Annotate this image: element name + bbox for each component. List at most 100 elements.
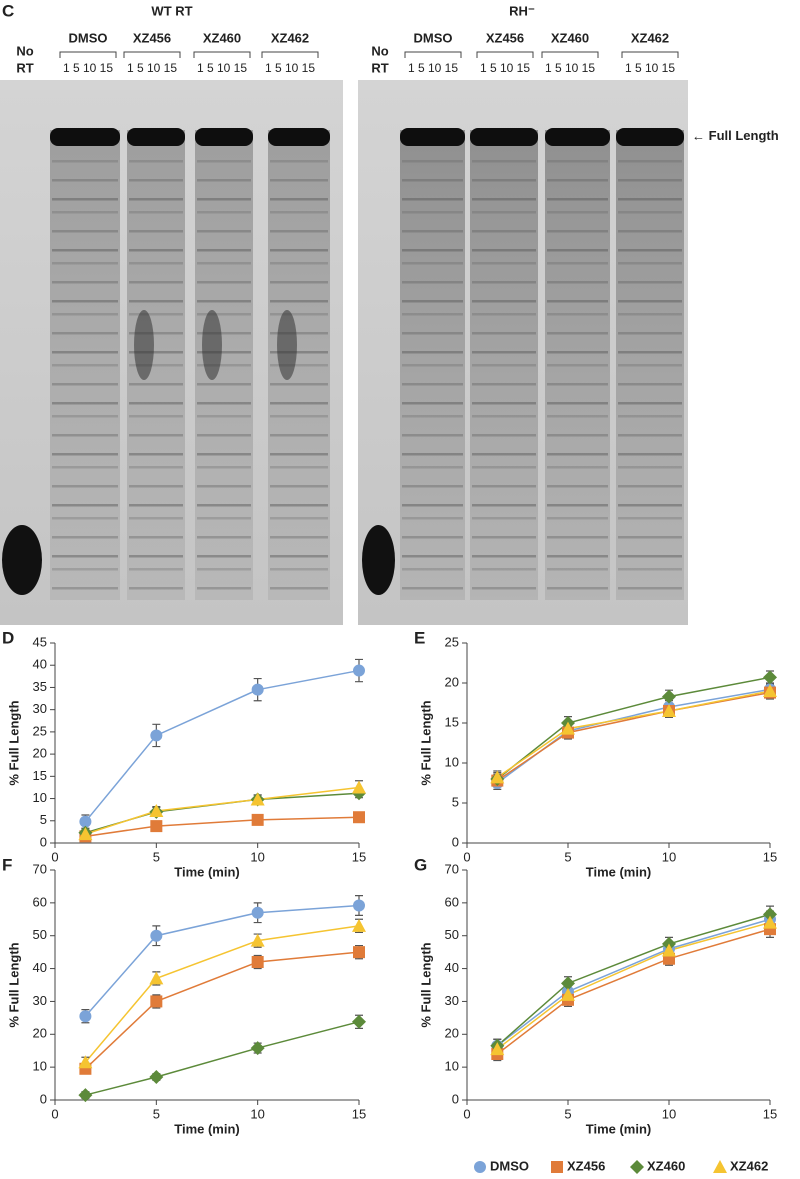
band xyxy=(618,300,682,303)
band xyxy=(129,364,183,367)
lane-smear xyxy=(616,130,684,600)
lane-labels: 1 5 10 15 xyxy=(265,61,315,75)
no-rt-band xyxy=(2,525,42,595)
legend-marker xyxy=(551,1161,563,1173)
band xyxy=(52,262,118,265)
y-tick-label: 0 xyxy=(40,1091,47,1106)
series-line xyxy=(496,913,771,1047)
band xyxy=(197,434,251,437)
band xyxy=(402,364,463,367)
band xyxy=(52,198,118,201)
band xyxy=(129,160,183,163)
band xyxy=(618,504,682,507)
band xyxy=(197,383,251,386)
band xyxy=(472,364,536,367)
lane-labels: 1 5 10 15 xyxy=(408,61,458,75)
marker xyxy=(353,664,365,677)
bracket xyxy=(541,51,599,58)
x-tick-label: 15 xyxy=(352,1106,366,1121)
band xyxy=(618,485,682,488)
band xyxy=(618,517,682,520)
series-line xyxy=(84,951,360,1070)
full-length-text: Full Length xyxy=(709,128,779,143)
band xyxy=(52,230,118,233)
marker xyxy=(251,906,264,919)
band xyxy=(547,485,608,488)
band xyxy=(270,434,328,437)
full-length-band xyxy=(50,128,120,146)
band xyxy=(129,249,183,252)
x-tick-label: 0 xyxy=(463,1106,470,1121)
band xyxy=(547,249,608,252)
x-axis-title: Time (min) xyxy=(586,864,652,879)
y-tick-label: 60 xyxy=(445,894,459,909)
band xyxy=(270,179,328,182)
band xyxy=(402,402,463,405)
x-axis-title: Time (min) xyxy=(174,1121,240,1136)
y-tick-label: 40 xyxy=(33,960,47,975)
band xyxy=(472,249,536,252)
band xyxy=(52,517,118,520)
band xyxy=(547,332,608,335)
band xyxy=(547,198,608,201)
band xyxy=(472,313,536,316)
band xyxy=(197,211,251,214)
band xyxy=(402,555,463,558)
y-tick-label: 20 xyxy=(445,674,459,689)
band xyxy=(618,262,682,265)
group-label: XZ462 xyxy=(271,30,309,45)
marker xyxy=(150,995,163,1008)
lane-smear xyxy=(268,130,330,600)
marker xyxy=(352,780,366,794)
legend-label: DMSO xyxy=(490,1158,529,1173)
band xyxy=(197,504,251,507)
marker xyxy=(662,689,676,704)
full-length-band xyxy=(195,128,253,146)
band xyxy=(618,466,682,469)
group-label: XZ456 xyxy=(133,30,171,45)
marker xyxy=(251,683,264,696)
band xyxy=(547,555,608,558)
band xyxy=(618,555,682,558)
marker xyxy=(78,1088,93,1103)
band xyxy=(547,517,608,520)
full-length-band xyxy=(127,128,185,146)
group-label: XZ462 xyxy=(631,30,669,45)
series-line xyxy=(84,669,360,823)
band xyxy=(472,453,536,456)
band xyxy=(52,364,118,367)
x-tick-label: 10 xyxy=(250,849,264,864)
band xyxy=(129,313,183,316)
panel-label: F xyxy=(2,855,12,874)
lane-labels: 1 5 10 15 xyxy=(127,61,177,75)
band xyxy=(618,249,682,252)
y-axis-title: % Full Length xyxy=(418,942,433,1027)
band xyxy=(402,453,463,456)
band xyxy=(129,211,183,214)
band xyxy=(547,300,608,303)
y-tick-label: 40 xyxy=(33,657,47,672)
marker xyxy=(353,899,365,912)
marker xyxy=(763,915,777,929)
band xyxy=(197,536,251,539)
band xyxy=(129,230,183,233)
x-tick-label: 5 xyxy=(153,1106,160,1121)
y-tick-label: 15 xyxy=(33,768,47,783)
group-label: XZ460 xyxy=(203,30,241,45)
group-label: DMSO xyxy=(69,30,108,45)
full-length-band xyxy=(545,128,610,146)
lane-labels: 1 5 10 15 xyxy=(480,61,530,75)
band xyxy=(547,383,608,386)
y-tick-label: 0 xyxy=(40,834,47,849)
y-tick-label: 30 xyxy=(445,993,459,1008)
band xyxy=(618,568,682,571)
band xyxy=(270,300,328,303)
band xyxy=(270,211,328,214)
band xyxy=(197,160,251,163)
band xyxy=(472,434,536,437)
band xyxy=(547,160,608,163)
series-line xyxy=(496,676,771,780)
band xyxy=(618,160,682,163)
band xyxy=(197,485,251,488)
band xyxy=(402,211,463,214)
